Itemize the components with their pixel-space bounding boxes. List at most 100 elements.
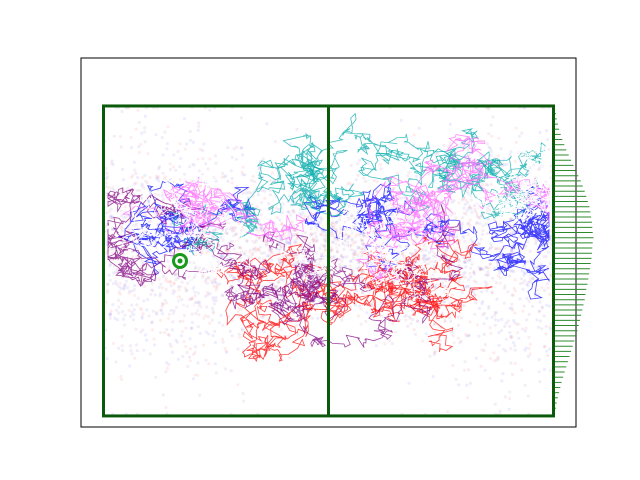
cloud-point [163, 331, 167, 335]
cloud-point [310, 231, 314, 236]
cloud-point [392, 248, 396, 252]
cloud-point [422, 267, 426, 271]
cloud-point [201, 156, 205, 161]
cloud-point [131, 255, 135, 259]
cloud-point [510, 306, 514, 310]
cloud-point [411, 161, 415, 165]
cloud-point [241, 349, 246, 353]
cloud-point [280, 222, 284, 226]
cloud-point [208, 292, 212, 296]
cloud-point [542, 254, 546, 258]
cloud-point [227, 249, 231, 253]
cloud-point [293, 232, 297, 236]
cloud-point [513, 348, 517, 352]
cloud-point [548, 246, 552, 250]
cloud-point [165, 366, 169, 370]
cloud-point [190, 179, 194, 183]
cloud-point [108, 312, 112, 316]
cloud-point [460, 290, 464, 295]
cloud-point [164, 246, 168, 250]
cloud-point [542, 367, 547, 371]
cloud-point [527, 335, 531, 339]
cloud-point [165, 301, 169, 305]
cloud-point [475, 214, 479, 218]
cloud-point [158, 308, 162, 312]
cloud-point [214, 227, 218, 231]
cloud-point [333, 235, 337, 239]
cloud-point [166, 259, 170, 263]
cloud-point [460, 223, 464, 227]
random-walk-path [122, 176, 307, 244]
cloud-point [426, 262, 430, 266]
cloud-point [197, 300, 201, 304]
cloud-point [489, 154, 493, 158]
cloud-point [510, 250, 514, 254]
cloud-point [436, 151, 440, 155]
cloud-point [258, 226, 263, 230]
cloud-point [237, 221, 241, 225]
cloud-point [303, 231, 307, 235]
cloud-point [264, 228, 268, 232]
cloud-point [254, 246, 258, 250]
cloud-point [191, 352, 196, 356]
cloud-point [155, 174, 159, 178]
cloud-point [245, 239, 249, 243]
cloud-point [324, 248, 328, 252]
container-box [102, 104, 555, 418]
cloud-point [451, 334, 455, 338]
cloud-point [174, 338, 178, 342]
cloud-point [191, 377, 195, 381]
cloud-point [469, 198, 473, 202]
cloud-point [360, 247, 364, 251]
cloud-point [508, 269, 513, 273]
cloud-point [253, 247, 257, 251]
cloud-point [147, 220, 151, 224]
cloud-point [422, 259, 426, 263]
cloud-point [490, 290, 494, 294]
cloud-point [508, 274, 512, 278]
cloud-point [518, 134, 522, 138]
cloud-point [237, 306, 241, 310]
cloud-point [390, 342, 394, 346]
cloud-point [401, 251, 405, 255]
cloud-point [446, 267, 450, 271]
cloud-point [504, 321, 508, 325]
cloud-point [512, 287, 516, 291]
cloud-point [545, 349, 549, 353]
cloud-point [528, 342, 532, 346]
random-walk-path [487, 185, 550, 300]
cloud-point [282, 279, 286, 283]
cloud-point [360, 254, 364, 258]
cloud-point [219, 255, 223, 259]
cloud-point [480, 182, 484, 187]
cloud-point [498, 281, 502, 285]
cloud-point [143, 114, 147, 118]
cloud-point [492, 218, 497, 222]
cloud-point [513, 311, 517, 315]
cloud-point [213, 228, 217, 232]
cloud-point [467, 334, 471, 338]
cloud-point [260, 226, 264, 230]
cloud-point [488, 208, 492, 212]
cloud-point [330, 231, 334, 235]
cloud-point [502, 157, 506, 161]
cloud-point [213, 340, 217, 345]
cloud-point [361, 242, 365, 246]
cloud-point [399, 196, 403, 200]
cloud-point [168, 342, 172, 346]
cloud-point [472, 279, 476, 283]
cloud-point [230, 155, 234, 159]
cloud-point [124, 279, 129, 283]
cloud-point [524, 244, 528, 248]
cloud-point [511, 293, 515, 297]
cloud-point [206, 167, 210, 171]
cloud-point [193, 300, 197, 305]
cloud-point [352, 241, 356, 245]
random-walk-path [354, 176, 458, 281]
cloud-point [274, 179, 278, 183]
cloud-point [447, 265, 451, 269]
cloud-point [148, 352, 152, 356]
cloud-point [268, 248, 273, 252]
cloud-point [110, 161, 114, 165]
cloud-point [311, 238, 315, 242]
